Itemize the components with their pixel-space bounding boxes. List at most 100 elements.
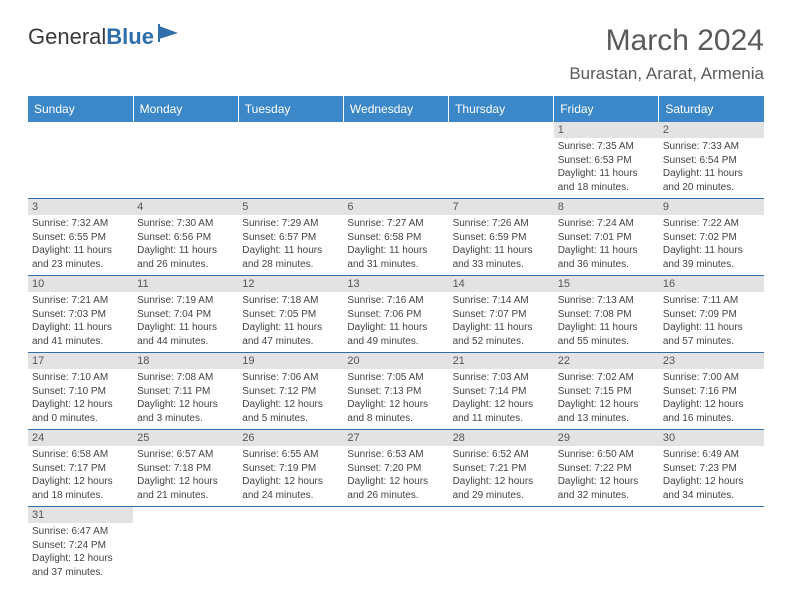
calendar-body: 1 Sunrise: 7:35 AMSunset: 6:53 PMDaylight…: [28, 122, 764, 583]
day-number: 3: [28, 199, 133, 215]
location: Burastan, Ararat, Armenia: [569, 64, 764, 84]
calendar-cell: 23 Sunrise: 7:00 AMSunset: 7:16 PMDayligh…: [659, 353, 764, 430]
day-number: 23: [659, 353, 764, 369]
calendar-cell: 3Sunrise: 7:32 AMSunset: 6:55 PMDaylight…: [28, 199, 133, 276]
calendar-cell: 28 Sunrise: 6:52 AMSunset: 7:21 PMDayligh…: [449, 430, 554, 507]
day-number: 4: [133, 199, 238, 215]
day-info: Sunrise: 6:47 AMSunset: 7:24 PMDaylight:…: [32, 525, 129, 579]
day-info: Sunrise: 7:29 AMSunset: 6:57 PMDaylight:…: [242, 217, 339, 271]
calendar-row: 24Sunrise: 6:58 AMSunset: 7:17 PMDayligh…: [28, 430, 764, 507]
col-sunday: Sunday: [28, 96, 133, 122]
day-number: 30: [659, 430, 764, 446]
day-number: 6: [343, 199, 448, 215]
day-number: 21: [449, 353, 554, 369]
calendar-cell: 9Sunrise: 7:22 AMSunset: 7:02 PMDaylight…: [659, 199, 764, 276]
day-number: 15: [554, 276, 659, 292]
calendar-cell: 24Sunrise: 6:58 AMSunset: 7:17 PMDayligh…: [28, 430, 133, 507]
calendar-cell: 15 Sunrise: 7:13 AMSunset: 7:08 PMDayligh…: [554, 276, 659, 353]
calendar-cell: [133, 507, 238, 584]
day-number: 7: [449, 199, 554, 215]
day-number: 20: [343, 353, 448, 369]
day-info: Sunrise: 6:49 AMSunset: 7:23 PMDaylight:…: [663, 448, 760, 502]
calendar-row: 17 Sunrise: 7:10 AMSunset: 7:10 PMDayligh…: [28, 353, 764, 430]
day-number: 14: [449, 276, 554, 292]
calendar-cell: 25 Sunrise: 6:57 AMSunset: 7:18 PMDayligh…: [133, 430, 238, 507]
col-friday: Friday: [554, 96, 659, 122]
day-number: 28: [449, 430, 554, 446]
calendar-row: 10Sunrise: 7:21 AMSunset: 7:03 PMDayligh…: [28, 276, 764, 353]
day-info: Sunrise: 7:00 AMSunset: 7:16 PMDaylight:…: [663, 371, 760, 425]
calendar-cell: 30 Sunrise: 6:49 AMSunset: 7:23 PMDayligh…: [659, 430, 764, 507]
calendar-cell: [343, 507, 448, 584]
calendar-cell: 19Sunrise: 7:06 AMSunset: 7:12 PMDayligh…: [238, 353, 343, 430]
day-number: 19: [238, 353, 343, 369]
day-info: Sunrise: 7:19 AMSunset: 7:04 PMDaylight:…: [137, 294, 234, 348]
day-number: 17: [28, 353, 133, 369]
calendar-cell: 26Sunrise: 6:55 AMSunset: 7:19 PMDayligh…: [238, 430, 343, 507]
day-info: Sunrise: 7:18 AMSunset: 7:05 PMDaylight:…: [242, 294, 339, 348]
flag-icon: [158, 22, 182, 48]
calendar-cell: [554, 507, 659, 584]
day-number: 25: [133, 430, 238, 446]
calendar-cell: 14Sunrise: 7:14 AMSunset: 7:07 PMDayligh…: [449, 276, 554, 353]
page: GeneralBlue March 2024 Burastan, Ararat,…: [0, 0, 792, 607]
month-title: March 2024: [569, 24, 764, 58]
day-info: Sunrise: 7:35 AMSunset: 6:53 PMDaylight:…: [558, 140, 655, 194]
header: GeneralBlue March 2024 Burastan, Ararat,…: [28, 24, 764, 84]
day-info: Sunrise: 7:26 AMSunset: 6:59 PMDaylight:…: [453, 217, 550, 271]
calendar-cell: 11 Sunrise: 7:19 AMSunset: 7:04 PMDayligh…: [133, 276, 238, 353]
day-info: Sunrise: 6:57 AMSunset: 7:18 PMDaylight:…: [137, 448, 234, 502]
calendar-cell: 7 Sunrise: 7:26 AMSunset: 6:59 PMDaylight…: [449, 199, 554, 276]
calendar-table: Sunday Monday Tuesday Wednesday Thursday…: [28, 96, 764, 583]
day-info: Sunrise: 6:52 AMSunset: 7:21 PMDaylight:…: [453, 448, 550, 502]
day-number: 8: [554, 199, 659, 215]
day-number: 1: [554, 122, 659, 138]
calendar-cell: [659, 507, 764, 584]
col-monday: Monday: [133, 96, 238, 122]
calendar-cell: [133, 122, 238, 199]
day-info: Sunrise: 7:22 AMSunset: 7:02 PMDaylight:…: [663, 217, 760, 271]
calendar-cell: [449, 122, 554, 199]
col-saturday: Saturday: [659, 96, 764, 122]
day-info: Sunrise: 6:55 AMSunset: 7:19 PMDaylight:…: [242, 448, 339, 502]
calendar-cell: 17 Sunrise: 7:10 AMSunset: 7:10 PMDayligh…: [28, 353, 133, 430]
calendar-cell: 22Sunrise: 7:02 AMSunset: 7:15 PMDayligh…: [554, 353, 659, 430]
calendar-cell: 5Sunrise: 7:29 AMSunset: 6:57 PMDaylight…: [238, 199, 343, 276]
calendar-cell: 16Sunrise: 7:11 AMSunset: 7:09 PMDayligh…: [659, 276, 764, 353]
day-number: 2: [659, 122, 764, 138]
day-info: Sunrise: 7:10 AMSunset: 7:10 PMDaylight:…: [32, 371, 129, 425]
calendar-cell: 20 Sunrise: 7:05 AMSunset: 7:13 PMDayligh…: [343, 353, 448, 430]
calendar-cell: 29Sunrise: 6:50 AMSunset: 7:22 PMDayligh…: [554, 430, 659, 507]
day-info: Sunrise: 6:58 AMSunset: 7:17 PMDaylight:…: [32, 448, 129, 502]
day-number: 22: [554, 353, 659, 369]
calendar-cell: [238, 507, 343, 584]
calendar-cell: 2Sunrise: 7:33 AMSunset: 6:54 PMDaylight…: [659, 122, 764, 199]
calendar-cell: 10Sunrise: 7:21 AMSunset: 7:03 PMDayligh…: [28, 276, 133, 353]
calendar-cell: [238, 122, 343, 199]
logo-text-2: Blue: [106, 24, 154, 50]
calendar-cell: [343, 122, 448, 199]
day-number: 18: [133, 353, 238, 369]
calendar-cell: 12Sunrise: 7:18 AMSunset: 7:05 PMDayligh…: [238, 276, 343, 353]
day-number: 11: [133, 276, 238, 292]
day-info: Sunrise: 7:27 AMSunset: 6:58 PMDaylight:…: [347, 217, 444, 271]
col-wednesday: Wednesday: [343, 96, 448, 122]
day-info: Sunrise: 7:21 AMSunset: 7:03 PMDaylight:…: [32, 294, 129, 348]
calendar-cell: 1 Sunrise: 7:35 AMSunset: 6:53 PMDaylight…: [554, 122, 659, 199]
day-info: Sunrise: 7:24 AMSunset: 7:01 PMDaylight:…: [558, 217, 655, 271]
day-info: Sunrise: 7:05 AMSunset: 7:13 PMDaylight:…: [347, 371, 444, 425]
day-number: 27: [343, 430, 448, 446]
calendar-cell: 4Sunrise: 7:30 AMSunset: 6:56 PMDaylight…: [133, 199, 238, 276]
day-info: Sunrise: 6:50 AMSunset: 7:22 PMDaylight:…: [558, 448, 655, 502]
calendar-row: 31Sunrise: 6:47 AMSunset: 7:24 PMDayligh…: [28, 507, 764, 584]
calendar-cell: 21 Sunrise: 7:03 AMSunset: 7:14 PMDayligh…: [449, 353, 554, 430]
day-info: Sunrise: 7:13 AMSunset: 7:08 PMDaylight:…: [558, 294, 655, 348]
calendar-row: 3Sunrise: 7:32 AMSunset: 6:55 PMDaylight…: [28, 199, 764, 276]
day-info: Sunrise: 7:16 AMSunset: 7:06 PMDaylight:…: [347, 294, 444, 348]
day-number: 16: [659, 276, 764, 292]
logo-text-1: General: [28, 24, 106, 50]
title-block: March 2024 Burastan, Ararat, Armenia: [569, 24, 764, 84]
day-info: Sunrise: 7:03 AMSunset: 7:14 PMDaylight:…: [453, 371, 550, 425]
calendar-cell: [28, 122, 133, 199]
day-number: 13: [343, 276, 448, 292]
